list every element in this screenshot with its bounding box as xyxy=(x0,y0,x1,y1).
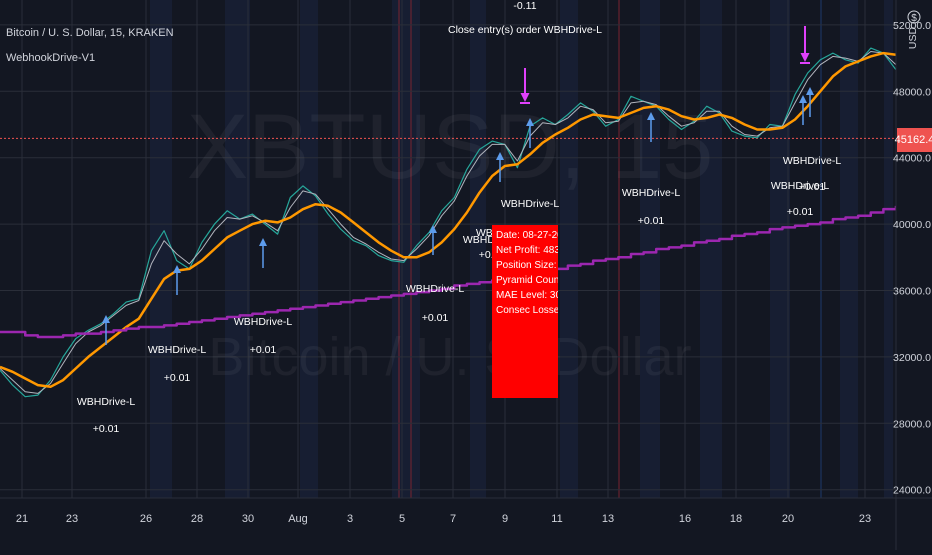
y-tick-label: 28000.0 xyxy=(893,418,931,430)
y-tick-label: 44000.0 xyxy=(893,153,931,165)
session-band xyxy=(840,0,858,498)
series-slow_ma xyxy=(0,51,897,389)
stats-line: Consec Losses: 0 xyxy=(496,305,558,316)
entry-qty: +0.01 xyxy=(164,372,191,384)
close-annotation: Close entry(s) order WBHDrive-L xyxy=(448,24,602,36)
entry-arrow-head xyxy=(102,315,110,323)
series-price xyxy=(0,47,897,398)
session-band xyxy=(700,0,722,498)
y-tick-label: 52000.0 xyxy=(893,20,931,32)
entry-arrow-head xyxy=(806,87,814,95)
stats-line: Net Profit: 483.417 xyxy=(496,245,558,256)
entry-qty: +0.01 xyxy=(638,215,665,227)
x-tick-label: 21 xyxy=(16,513,28,525)
highlight-band xyxy=(618,0,620,498)
session-band xyxy=(470,0,486,498)
stats-line: MAE Level: 30250 xyxy=(496,290,558,301)
x-tick-label: 28 xyxy=(191,513,203,525)
session-band xyxy=(640,0,660,498)
x-tick-label: 18 xyxy=(730,513,742,525)
x-tick-label: 13 xyxy=(602,513,614,525)
exit-arrow-head xyxy=(800,53,810,62)
session-band xyxy=(392,0,420,498)
entry-label: WBHDrive-L xyxy=(77,396,135,408)
exit-arrow-head xyxy=(520,93,530,102)
session-band xyxy=(770,0,790,498)
dollar-icon[interactable]: $ xyxy=(907,10,921,24)
x-tick-label: 7 xyxy=(450,513,456,525)
stats-line: Pyramid Count: 10 xyxy=(496,275,558,286)
entry-label: WBHDrive-L xyxy=(501,198,559,210)
entry-label: WBHDrive-L xyxy=(771,180,829,192)
session-band xyxy=(884,0,893,498)
highlight-band xyxy=(820,0,822,498)
y-tick-label: 32000.0 xyxy=(893,352,931,364)
x-tick-label: Aug xyxy=(288,513,308,525)
series-mae_level xyxy=(0,205,898,339)
x-tick-label: 16 xyxy=(679,513,691,525)
stats-line: Date: 08-27-2021 xyxy=(496,230,558,241)
entry-qty: +0.01 xyxy=(250,344,277,356)
time-axis[interactable] xyxy=(0,498,932,550)
y-tick-label: 24000.0 xyxy=(893,485,931,497)
highlight-band xyxy=(410,0,412,498)
x-tick-label: 20 xyxy=(782,513,794,525)
series-fast_ma xyxy=(0,51,897,394)
entry-arrow-head xyxy=(173,265,181,273)
x-tick-label: 3 xyxy=(347,513,353,525)
stats-box: Date: 08-27-2021 Net Profit: 483.417 Pos… xyxy=(492,225,558,398)
entry-arrow-head xyxy=(647,112,655,120)
x-tick-label: 26 xyxy=(140,513,152,525)
entry-label: WBHDrive-L xyxy=(234,316,292,328)
current-price-tag: 45162.4 xyxy=(895,128,932,152)
entry-label: WBHDrive-L xyxy=(406,283,464,295)
entry-qty: +0.01 xyxy=(787,206,814,218)
x-tick-label: 5 xyxy=(399,513,405,525)
entry-label: WBHDrive-L xyxy=(622,187,680,199)
y-tick-label: 40000.0 xyxy=(893,219,931,231)
entry-label: WBHDrive-L xyxy=(783,155,841,167)
watermark-ticker: XBTUSD, 15 xyxy=(187,96,714,198)
stats-line: Position Size: 0.11 xyxy=(496,260,558,271)
chart-legend: Bitcoin / U. S. Dollar, 15, KRAKEN Webho… xyxy=(6,28,174,78)
close-qty: -0.11 xyxy=(513,0,536,12)
entry-qty: +0.01 xyxy=(799,181,826,193)
x-tick-label: 9 xyxy=(502,513,508,525)
price-axis[interactable] xyxy=(896,0,932,550)
entry-arrow-head xyxy=(429,225,437,233)
x-tick-label: 23 xyxy=(66,513,78,525)
y-tick-label: 36000.0 xyxy=(893,286,931,298)
session-band xyxy=(225,0,250,498)
entry-arrow-head xyxy=(259,238,267,246)
y-tick-label: 48000.0 xyxy=(893,86,931,98)
entry-arrow-head xyxy=(496,152,504,160)
entry-arrow-head xyxy=(799,95,807,103)
symbol-title[interactable]: Bitcoin / U. S. Dollar, 15, KRAKEN xyxy=(6,27,174,39)
entry-label: WBHDrive-L xyxy=(148,344,206,356)
entry-qty: +0.01 xyxy=(93,423,120,435)
dollar-icon-ring xyxy=(907,10,921,24)
entry-arrow-head xyxy=(526,118,534,126)
currency-label: USD xyxy=(907,26,919,49)
session-band xyxy=(300,0,318,498)
x-tick-label: 30 xyxy=(242,513,254,525)
session-band xyxy=(150,0,172,498)
entry-qty: +0.01 xyxy=(422,312,449,324)
x-tick-label: 11 xyxy=(551,513,562,525)
x-tick-label: 23 xyxy=(859,513,871,525)
watermark-name: Bitcoin / U. S. Dollar xyxy=(208,327,691,387)
strategy-title[interactable]: WebhookDrive-V1 xyxy=(6,52,96,64)
highlight-band xyxy=(398,0,400,498)
dollar-icon-glyph: $ xyxy=(911,13,917,24)
